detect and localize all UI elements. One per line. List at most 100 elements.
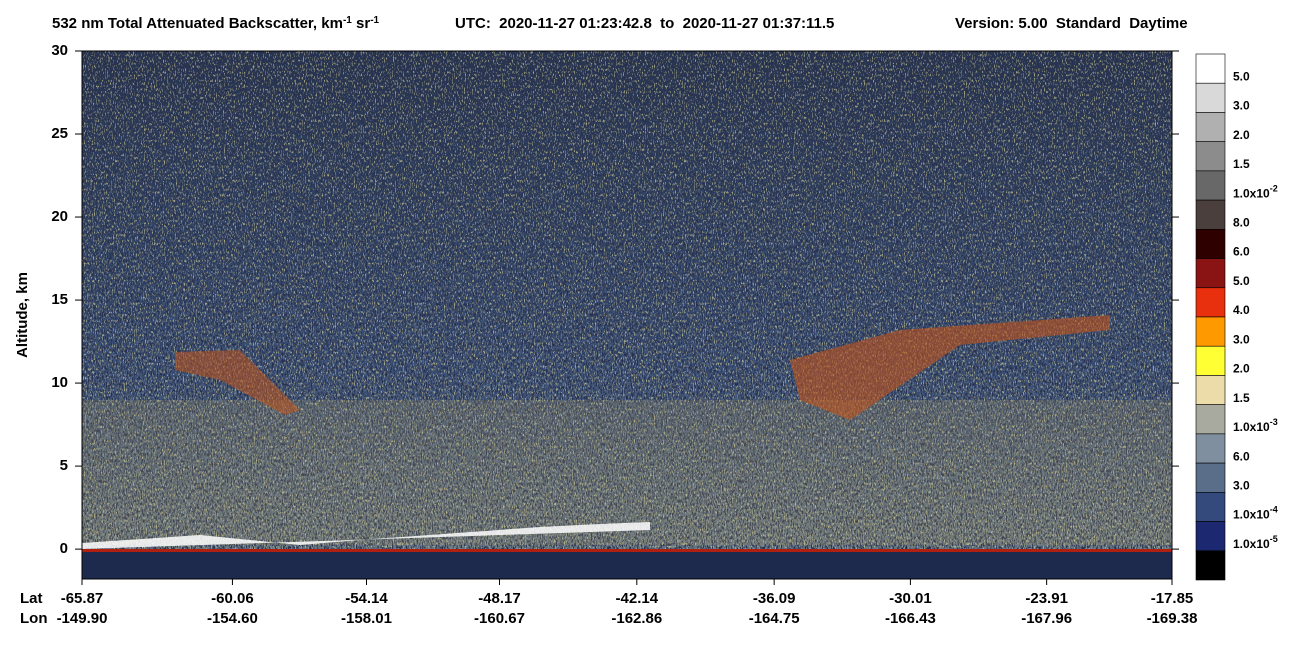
noise-texture: [82, 51, 1172, 579]
colorbar-label: 6.0: [1233, 449, 1250, 463]
colorbar-label-exponent: -2: [1270, 184, 1278, 194]
cirrus-cloud: [175, 350, 300, 415]
lon-label: -169.38: [1147, 610, 1198, 627]
colorbar-swatch: [1195, 229, 1226, 259]
colorbar-swatch: [1195, 462, 1226, 493]
surface-line: [82, 549, 1172, 552]
below-surface: [82, 552, 1172, 579]
colorbar-label-text: 2.0: [1233, 362, 1250, 376]
chart-subtitle: UTC: 2020-11-27 01:23:42.8 to 2020-11-27…: [455, 15, 834, 32]
colorbar-swatch: [1195, 404, 1226, 435]
lon-label: -166.43: [885, 610, 936, 627]
lat-label: -48.17: [478, 590, 521, 607]
colorbar-label-text: 6.0: [1233, 449, 1250, 463]
colorbar-label-text: 3.0: [1233, 479, 1250, 493]
y-tick-label: 10: [51, 374, 68, 391]
plot-frame: [81, 50, 1173, 580]
colorbar-label-text: 1.0x10: [1233, 537, 1270, 551]
colorbar-label: 6.0: [1233, 245, 1250, 259]
colorbar-label-text: 1.0x10: [1233, 420, 1270, 434]
chart-title: 532 nm Total Attenuated Backscatter, km-…: [52, 15, 380, 33]
colorbar-label-exponent: -5: [1270, 534, 1278, 544]
colorbar-swatch: [1195, 345, 1226, 376]
y-tick-label: 15: [51, 291, 68, 308]
colorbar-swatch: [1195, 492, 1226, 522]
y-tick-label: 0: [60, 540, 68, 557]
x-row-label: Lat: [20, 590, 43, 607]
lon-label: -164.75: [749, 610, 800, 627]
colorbar-label-text: 1.0x10: [1233, 186, 1270, 200]
colorbar-label-text: 1.5: [1233, 157, 1250, 171]
colorbar-label: 2.0: [1233, 128, 1250, 142]
x-row-label: Lon: [20, 610, 48, 627]
y-axis-label: Altitude, km: [14, 272, 31, 358]
colorbar-label: 3.0: [1233, 479, 1250, 493]
lat-label: -30.01: [889, 590, 932, 607]
colorbar-swatch: [1195, 433, 1226, 464]
colorbar-label-text: 5.0: [1233, 274, 1250, 288]
lat-label: -65.87: [61, 590, 104, 607]
title-part: sr: [352, 15, 371, 32]
colorbar-label: 4.0: [1233, 303, 1250, 317]
lon-label: -149.90: [57, 610, 108, 627]
title-part: 532 nm Total Attenuated Backscatter, km: [52, 15, 343, 32]
colorbar-label-text: 8.0: [1233, 216, 1250, 230]
lat-label: -60.06: [211, 590, 254, 607]
colorbar-label-text: 6.0: [1233, 245, 1250, 259]
colorbar-swatch: [1195, 316, 1226, 347]
plot-area: [81, 50, 1173, 580]
colorbar-swatch: [1195, 258, 1226, 289]
colorbar-swatch: [1195, 170, 1226, 201]
colorbar-swatch: [1195, 521, 1226, 552]
colorbar-label: 1.5: [1233, 157, 1250, 171]
y-tick-label: 30: [51, 42, 68, 59]
y-tick-label: 20: [51, 208, 68, 225]
version-label: Version: 5.00 Standard Daytime: [955, 15, 1188, 32]
colorbar-label-exponent: -4: [1270, 505, 1278, 515]
colorbar-label: 1.0x10-4: [1233, 505, 1278, 522]
lat-label: -36.09: [753, 590, 796, 607]
colorbar-label-text: 4.0: [1233, 303, 1250, 317]
surface-return: [82, 522, 650, 549]
lon-label: -160.67: [474, 610, 525, 627]
lon-label: -158.01: [341, 610, 392, 627]
colorbar-label-text: 2.0: [1233, 128, 1250, 142]
colorbar-swatch: [1195, 199, 1226, 230]
lon-label: -162.86: [611, 610, 662, 627]
colorbar-swatch: [1195, 141, 1226, 172]
colorbar-label: 1.0x10-5: [1233, 534, 1278, 551]
title-superscript: -1: [343, 15, 352, 26]
y-tick-label: 5: [60, 457, 68, 474]
colorbar-label: 2.0: [1233, 362, 1250, 376]
colorbar-label: 5.0: [1233, 70, 1250, 84]
colorbar-label: 1.0x10-3: [1233, 417, 1278, 434]
aerosol-layer: [82, 400, 1172, 545]
lon-label: -167.96: [1021, 610, 1072, 627]
colorbar-label-text: 5.0: [1233, 70, 1250, 84]
colorbar-swatch: [1195, 550, 1226, 581]
colorbar-swatch: [1195, 53, 1226, 84]
colorbar-label: 5.0: [1233, 274, 1250, 288]
title-superscript: -1: [370, 15, 379, 26]
colorbar-label-text: 3.0: [1233, 99, 1250, 113]
colorbar-swatch: [1195, 375, 1226, 405]
colorbar-label: 3.0: [1233, 333, 1250, 347]
colorbar-label-text: 1.0x10: [1233, 508, 1270, 522]
lat-label: -54.14: [345, 590, 388, 607]
colorbar-swatch: [1195, 112, 1226, 142]
lon-label: -154.60: [207, 610, 258, 627]
colorbar-label-text: 1.5: [1233, 391, 1250, 405]
colorbar-label-text: 3.0: [1233, 333, 1250, 347]
colorbar-label: 1.5: [1233, 391, 1250, 405]
colorbar-swatch: [1195, 82, 1226, 113]
colorbar-label-exponent: -3: [1270, 417, 1278, 427]
y-tick-label: 25: [51, 125, 68, 142]
colorbar-label: 3.0: [1233, 99, 1250, 113]
colorbar-label: 1.0x10-2: [1233, 184, 1278, 201]
lat-label: -42.14: [616, 590, 659, 607]
cirrus-cloud: [790, 315, 1110, 420]
lat-label: -17.85: [1151, 590, 1194, 607]
colorbar-swatch: [1195, 287, 1226, 318]
